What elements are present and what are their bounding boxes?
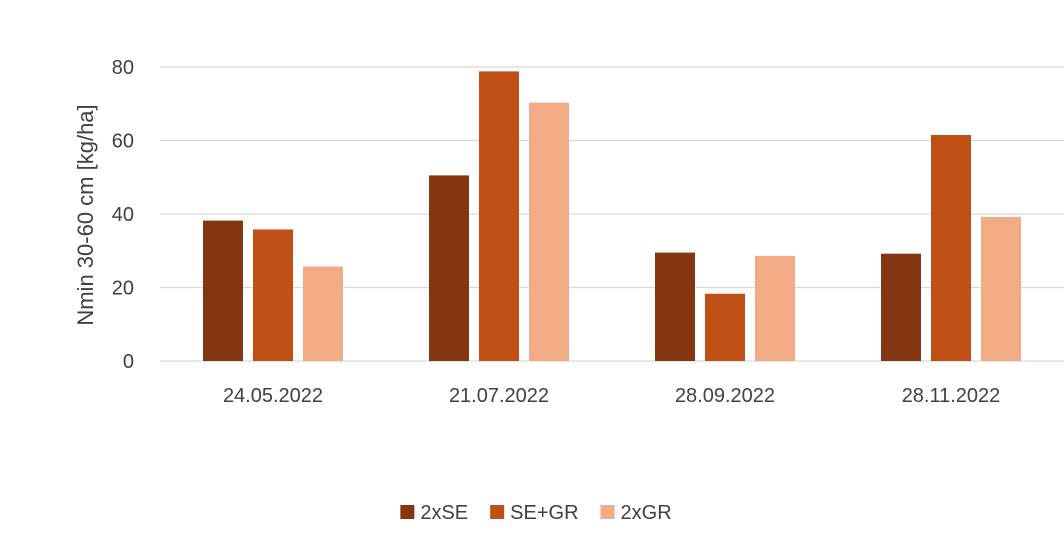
legend-label: 2xSE	[420, 502, 468, 524]
legend-item: 2xGR	[600, 502, 672, 524]
x-tick-label: 28.11.2022	[902, 385, 1001, 407]
legend-label: 2xGR	[621, 502, 672, 524]
y-axis-title: Nmin 30-60 cm [kg/ha]	[73, 104, 98, 325]
legend-label: SE+GR	[510, 502, 578, 524]
y-tick-label: 80	[112, 57, 134, 79]
x-tick-label: 21.07.2022	[449, 385, 549, 407]
legend-swatch	[400, 505, 415, 519]
bar-se-gr-3	[931, 134, 971, 361]
y-tick-label: 60	[112, 131, 134, 153]
legend-swatch	[600, 505, 615, 519]
bar-2xgr-0	[303, 266, 343, 361]
legend-item: 2xSE	[400, 502, 468, 524]
legend-swatch	[490, 505, 505, 519]
y-tick-label: 40	[112, 204, 134, 226]
bar-2xse-3	[881, 253, 921, 361]
legend-item: SE+GR	[490, 502, 579, 524]
bar-2xse-1	[429, 175, 469, 361]
bar-2xgr-2	[755, 255, 795, 361]
gridlines	[160, 66, 1064, 362]
bar-se-gr-2	[705, 293, 745, 361]
bar-se-gr-0	[253, 229, 293, 361]
axes: 0 20 40 60 80 24.05.2022 21.07.2022 28.09.2022 2…	[112, 57, 1001, 407]
y-tick-label: 20	[112, 278, 134, 300]
bar-se-gr-1	[479, 71, 519, 361]
bar-2xse-2	[655, 252, 695, 361]
x-tick-label: 28.09.2022	[675, 385, 775, 407]
bar-2xgr-3	[981, 216, 1021, 361]
bars	[203, 71, 1021, 362]
legend: 2xSE SE+GR 2xGR	[400, 502, 672, 524]
bar-2xse-0	[203, 220, 243, 361]
bar-2xgr-1	[529, 102, 569, 362]
y-tick-label: 0	[123, 351, 134, 373]
x-tick-label: 24.05.2022	[223, 385, 323, 407]
